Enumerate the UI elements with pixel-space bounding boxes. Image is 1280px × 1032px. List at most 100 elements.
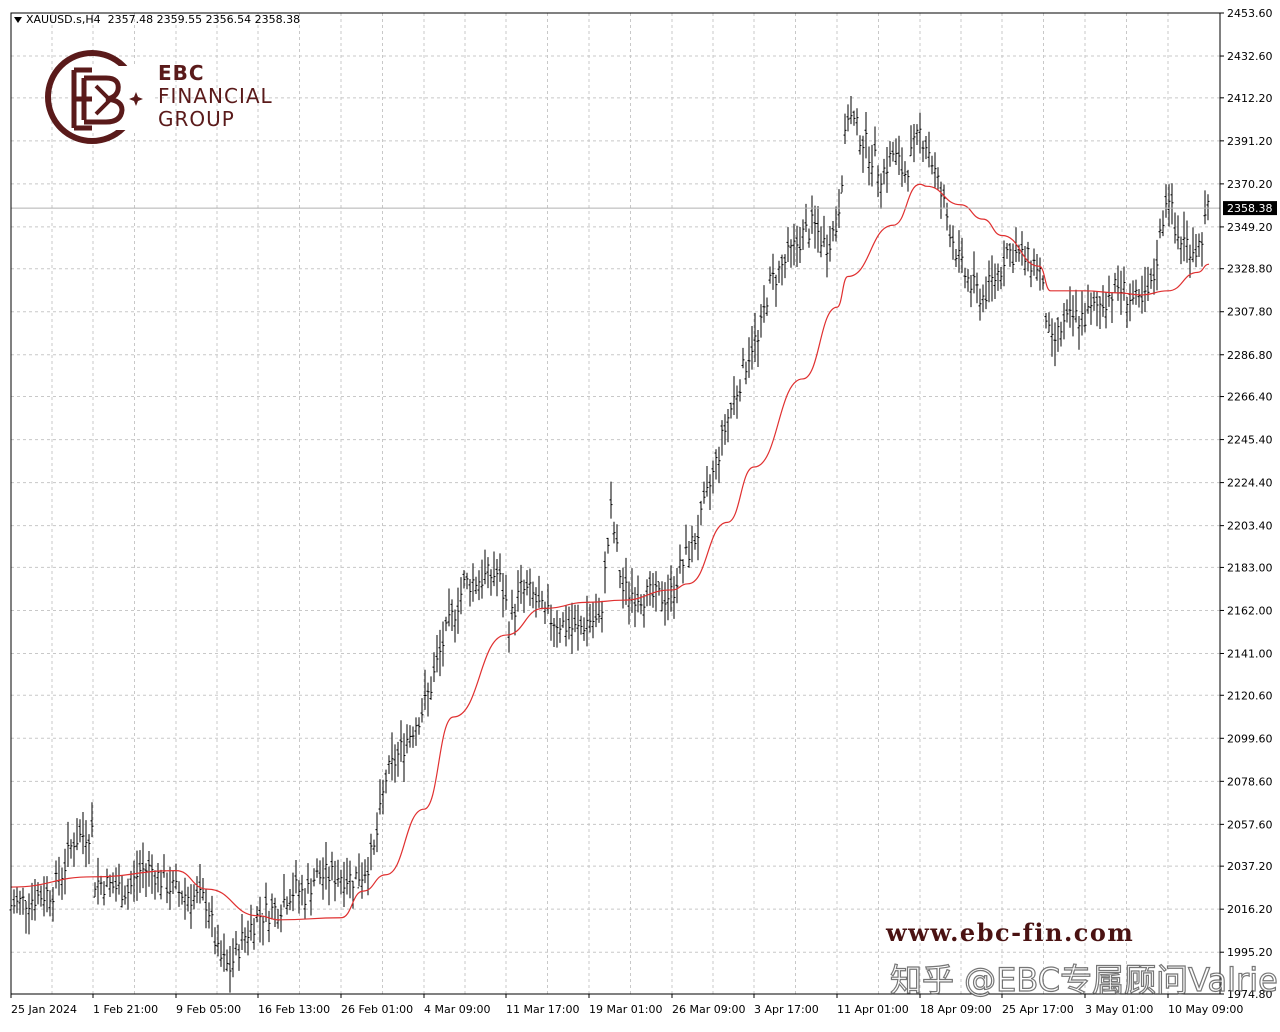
price-bar <box>672 576 676 619</box>
price-bar <box>276 908 280 929</box>
price-bar <box>996 263 1000 291</box>
price-bar <box>1083 302 1087 333</box>
price-bar <box>36 882 40 905</box>
price-bar <box>792 223 796 266</box>
price-bar <box>306 863 310 894</box>
price-bar <box>69 839 73 859</box>
price-bar <box>336 859 340 887</box>
price-bar <box>150 854 154 894</box>
y-tick-label: 2245.40 <box>1227 434 1273 447</box>
x-tick-label: 19 Mar 01:00 <box>589 1003 662 1016</box>
price-bar <box>819 226 823 258</box>
price-bar <box>753 312 757 362</box>
price-bar <box>900 147 904 187</box>
price-bar <box>78 819 82 843</box>
price-bar <box>543 601 547 625</box>
price-bar <box>387 755 391 775</box>
price-bar <box>210 895 214 938</box>
price-bar <box>810 195 814 234</box>
price-bar <box>840 175 844 194</box>
price-bar <box>453 609 457 643</box>
chart-axes: 2453.60 2432.60 2412.20 2391.20 2370.20 2349.… <box>10 7 1277 1016</box>
price-bar <box>879 173 883 209</box>
price-bar <box>951 225 955 260</box>
price-bar <box>546 584 550 614</box>
price-bar <box>351 880 355 909</box>
price-bar <box>279 904 283 933</box>
price-bar <box>861 135 865 173</box>
x-tick-label: 26 Mar 09:00 <box>672 1003 745 1016</box>
price-bar <box>870 144 874 187</box>
price-bar <box>486 557 490 589</box>
price-bar <box>45 876 49 913</box>
price-bar <box>705 465 709 497</box>
price-bar <box>90 802 94 838</box>
price-bar <box>426 682 430 717</box>
price-bar <box>927 131 931 168</box>
price-bar <box>993 263 997 299</box>
y-tick-label: 2016.20 <box>1227 903 1273 916</box>
price-bar <box>12 889 16 914</box>
price-bar <box>207 902 211 929</box>
price-bar <box>138 850 142 893</box>
price-bar <box>1077 316 1081 350</box>
price-bar <box>147 851 151 887</box>
price-bar <box>930 155 934 175</box>
price-bar <box>726 408 730 443</box>
x-tick-label: 3 Apr 17:00 <box>754 1003 819 1016</box>
price-bar <box>1155 239 1159 291</box>
x-tick-label: 16 Feb 13:00 <box>258 1003 330 1016</box>
current-price-box <box>1223 201 1277 216</box>
y-tick-label: 2266.40 <box>1227 391 1273 404</box>
price-bar <box>441 621 445 667</box>
price-bar <box>720 420 724 456</box>
y-tick-label: 2141.00 <box>1227 647 1273 660</box>
symbol-label: XAUUSD.s,H4 <box>26 13 101 26</box>
price-bar <box>909 125 913 157</box>
dropdown-triangle-icon[interactable] <box>14 17 22 23</box>
y-tick-label: 1995.20 <box>1227 946 1273 959</box>
price-bar <box>177 881 181 907</box>
price-bar <box>858 135 862 155</box>
price-bar <box>966 269 970 292</box>
price-bar <box>243 927 247 953</box>
price-bar <box>465 572 469 590</box>
price-bar <box>204 889 208 929</box>
price-bar <box>390 732 394 781</box>
y-tick-label: 2453.60 <box>1227 7 1273 20</box>
price-bar <box>60 867 64 900</box>
price-bar <box>1071 295 1075 337</box>
price-bar <box>1158 218 1162 239</box>
y-tick-label: 2057.60 <box>1227 818 1273 831</box>
price-bar <box>501 572 505 618</box>
price-bar <box>981 284 985 313</box>
price-bar <box>297 880 301 914</box>
y-tick-label: 2224.40 <box>1227 477 1273 490</box>
price-bar <box>366 856 370 896</box>
price-bar <box>525 570 529 596</box>
price-bar <box>462 570 466 589</box>
price-bar <box>15 886 19 914</box>
price-bar <box>39 885 43 907</box>
x-tick-label: 25 Apr 17:00 <box>1002 1003 1074 1016</box>
price-bar <box>516 570 520 612</box>
price-bar <box>198 863 202 904</box>
price-bar <box>735 385 739 419</box>
price-bar <box>948 224 952 248</box>
price-bar <box>642 594 646 628</box>
price-bar <box>27 893 31 935</box>
price-bar <box>183 877 187 920</box>
price-bar <box>126 878 130 910</box>
price-bar <box>1011 243 1015 274</box>
price-bar <box>114 867 118 902</box>
price-bar <box>1023 245 1027 276</box>
price-bar <box>1026 241 1030 272</box>
price-bar <box>429 676 433 700</box>
price-bar <box>1164 184 1168 218</box>
price-bar <box>786 227 790 262</box>
price-bar <box>480 559 484 599</box>
x-tick-label: 11 Mar 17:00 <box>506 1003 579 1016</box>
price-bar <box>699 500 703 526</box>
price-bar <box>345 857 349 895</box>
